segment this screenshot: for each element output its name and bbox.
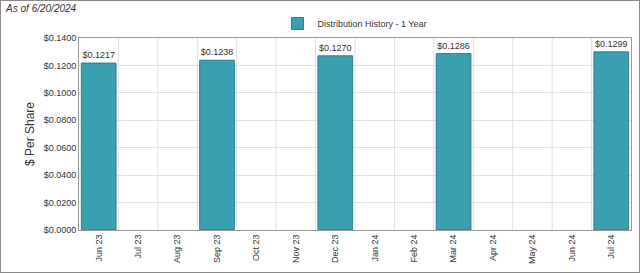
svg-text:$0.1400: $0.1400: [44, 33, 77, 43]
svg-text:Jun 23: Jun 23: [94, 235, 104, 262]
svg-text:$0.1238: $0.1238: [201, 47, 234, 57]
svg-text:$0.1217: $0.1217: [82, 50, 115, 60]
svg-text:Dec 23: Dec 23: [330, 235, 340, 264]
svg-text:$0.1270: $0.1270: [319, 43, 352, 53]
svg-text:As of 6/20/2024: As of 6/20/2024: [5, 3, 76, 14]
svg-text:$0.0400: $0.0400: [44, 170, 77, 180]
svg-text:$0.0200: $0.0200: [44, 198, 77, 208]
svg-text:$0.1200: $0.1200: [44, 61, 77, 71]
svg-text:$0.0600: $0.0600: [44, 143, 77, 153]
svg-text:$0.0800: $0.0800: [44, 115, 77, 125]
svg-text:Oct 23: Oct 23: [251, 235, 261, 262]
svg-text:Jun 24: Jun 24: [567, 235, 577, 262]
svg-text:Apr 24: Apr 24: [488, 235, 498, 262]
svg-text:Jan 24: Jan 24: [370, 235, 380, 262]
svg-text:May 24: May 24: [527, 235, 537, 265]
svg-text:$0.0000: $0.0000: [44, 225, 77, 235]
svg-text:Mar 24: Mar 24: [448, 235, 458, 263]
svg-text:$0.1000: $0.1000: [44, 88, 77, 98]
svg-text:$0.1286: $0.1286: [437, 41, 470, 51]
svg-text:Jul 24: Jul 24: [606, 235, 616, 259]
svg-text:$0.1299: $0.1299: [595, 39, 628, 49]
svg-text:Feb 24: Feb 24: [409, 235, 419, 263]
svg-text:Sep 23: Sep 23: [212, 235, 222, 264]
svg-text:Aug 23: Aug 23: [172, 235, 182, 264]
svg-text:Nov 23: Nov 23: [291, 235, 301, 264]
svg-text:$ Per Share: $ Per Share: [23, 102, 37, 166]
svg-text:Jul 23: Jul 23: [133, 235, 143, 259]
svg-text:Distribution History - 1 Year: Distribution History - 1 Year: [318, 19, 427, 29]
